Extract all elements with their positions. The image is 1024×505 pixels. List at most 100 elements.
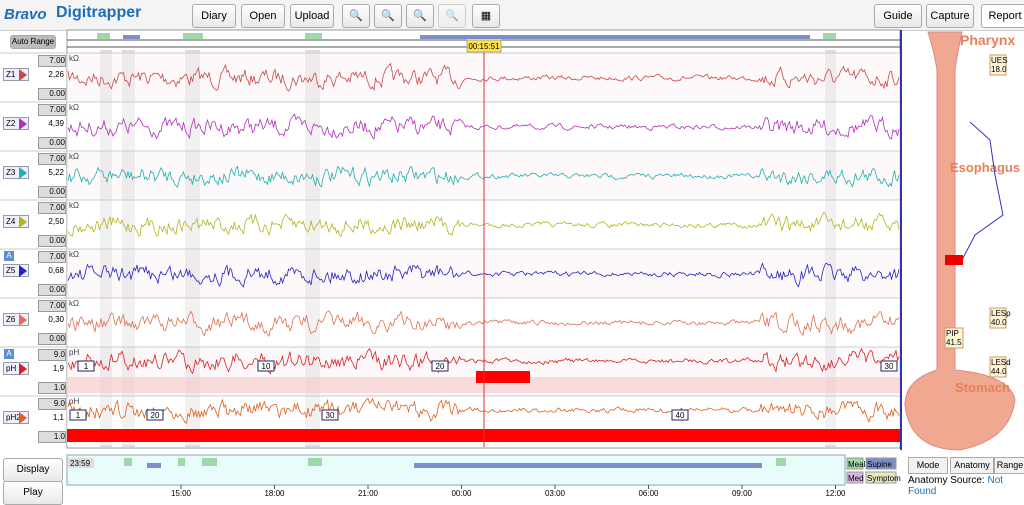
badge: A (4, 349, 14, 359)
max-label: 7.00 (38, 153, 66, 165)
auto-range[interactable]: Auto Range (10, 35, 56, 49)
tab[interactable]: Mode (908, 457, 948, 474)
toolbar-button[interactable]: Diary (192, 4, 236, 28)
max-label: 7.00 (38, 202, 66, 214)
time-label: 03:00 (545, 489, 566, 498)
legend-box (846, 471, 864, 484)
legend-label: Meal (848, 460, 866, 469)
value: 1,9 (52, 364, 64, 373)
time-label: 18:00 (264, 489, 285, 498)
time-label: 21:00 (358, 489, 379, 498)
channel-arrow (19, 363, 27, 375)
event-label: 20 (151, 411, 160, 420)
time-label: 15:00 (171, 489, 192, 498)
channel-arrow (19, 118, 27, 130)
unit: kΩ (69, 152, 79, 161)
supine-event (420, 35, 810, 39)
legend-label: Supine (867, 460, 892, 469)
meal-event (823, 33, 836, 39)
tab[interactable]: Range (994, 457, 1024, 474)
event-box (69, 409, 87, 421)
cursor-tag (466, 39, 502, 53)
marker-label: LESd (991, 358, 1011, 367)
anatomy-source: Anatomy Source: Not Found (908, 475, 1024, 497)
legend-box (865, 471, 897, 484)
region-label: Pharynx (960, 32, 1015, 48)
event-box (431, 360, 449, 372)
marker-box (989, 307, 1007, 329)
marker-value: 44.0 (991, 367, 1007, 376)
capsule (945, 255, 963, 265)
event-label: 1 (84, 362, 89, 371)
unit: kΩ (69, 299, 79, 308)
event-label: 30 (326, 411, 335, 420)
region-label: Esophagus (950, 160, 1020, 175)
min-label: 0.00 (38, 88, 66, 100)
badge: A (4, 251, 14, 261)
play[interactable]: Play (3, 481, 63, 505)
event-box (321, 409, 339, 421)
marker-value: 41.5 (946, 338, 962, 347)
marker-label: PIP (946, 329, 959, 338)
legend-box (865, 457, 897, 470)
channel-arrow (19, 265, 27, 277)
channel-arrow (19, 69, 27, 81)
channel-arrow (19, 412, 27, 424)
zoom-in[interactable]: 🔍 (342, 4, 370, 28)
channel-arrow (19, 314, 27, 326)
value: 2,50 (48, 217, 64, 226)
zoom-fit[interactable]: 🔍 (406, 4, 434, 28)
event-box (146, 409, 164, 421)
min-label: 0.00 (38, 333, 66, 345)
legend-label: Symptom (867, 474, 901, 483)
min-label: 0.00 (38, 235, 66, 247)
view-toggle[interactable]: ▦ (472, 4, 500, 28)
value: 0,30 (48, 315, 64, 324)
toolbar-button[interactable]: Capture (926, 4, 974, 28)
event-box (880, 360, 898, 372)
overview-time-bg (68, 458, 94, 468)
toolbar-button[interactable]: Report (981, 4, 1024, 28)
esophagus (904, 31, 1016, 451)
meal-overview (124, 458, 132, 466)
legend-label: Med (848, 474, 864, 483)
time-label: 06:00 (638, 489, 659, 498)
unit: kΩ (69, 201, 79, 210)
legend-box (846, 457, 864, 470)
tab[interactable]: Anatomy (950, 457, 994, 474)
supine-overview (414, 463, 762, 468)
event-label: 20 (436, 362, 445, 371)
zoom-out[interactable]: 🔍 (374, 4, 402, 28)
max-label: 7.00 (38, 55, 66, 67)
unit: kΩ (69, 103, 79, 112)
meal-event (305, 33, 322, 39)
toolbar-button[interactable]: Guide (874, 4, 922, 28)
meal-overview (308, 458, 322, 466)
event-box (77, 360, 95, 372)
marker-value: 40.0 (991, 318, 1007, 327)
meal-event (183, 33, 203, 39)
toolbar-button[interactable]: Upload (290, 4, 334, 28)
toolbar: Bravo Digitrapper Diary Open Upload Guide Ca… (0, 0, 1024, 31)
event-box (257, 360, 275, 372)
label: Anatomy Source: (908, 475, 985, 486)
value: 2,26 (48, 70, 64, 79)
value: 1,1 (52, 413, 64, 422)
display-mode[interactable]: Display Mode (3, 458, 63, 497)
event-label: 40 (676, 411, 685, 420)
value: Not Found (908, 475, 1004, 497)
value: 5,22 (48, 168, 64, 177)
marker-box (989, 356, 1007, 378)
meal-event (97, 33, 110, 39)
supine-event (123, 35, 140, 39)
toolbar-button[interactable]: Open (241, 4, 285, 28)
zoom-reset[interactable]: 🔍 (438, 4, 466, 28)
max-label: 9.0 (38, 398, 66, 410)
min-label: 0.00 (38, 137, 66, 149)
min-label: 1.0 (38, 382, 66, 394)
max-label: 7.00 (38, 104, 66, 116)
channel-arrow (19, 167, 27, 179)
time-label: 09:00 (732, 489, 753, 498)
